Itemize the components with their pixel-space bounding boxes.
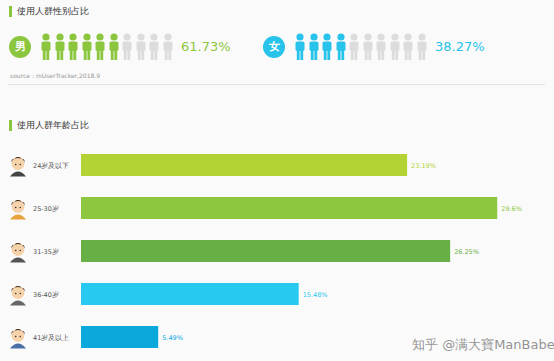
svg-text:23.19%: 23.19% bbox=[411, 162, 436, 170]
svg-text:5.49%: 5.49% bbox=[162, 334, 183, 342]
html-text:61.73%: 61.73% bbox=[181, 39, 231, 54]
svg-text:25-30岁: 25-30岁 bbox=[33, 205, 59, 213]
html-text:source：mUserTracker,2018.9: source：mUserTracker,2018.9 bbox=[10, 72, 100, 79]
svg-text:36-40岁: 36-40岁 bbox=[33, 291, 59, 299]
svg-text:31-35岁: 31-35岁 bbox=[33, 248, 59, 256]
svg-text:24岁及以下: 24岁及以下 bbox=[33, 162, 69, 170]
svg-text:26.25%: 26.25% bbox=[454, 248, 479, 256]
svg-text:29.6%: 29.6% bbox=[501, 205, 522, 213]
svg-text:15.48%: 15.48% bbox=[303, 291, 328, 299]
html-text:38.27%: 38.27% bbox=[435, 39, 485, 54]
html-text:使用人群年龄占比: 使用人群年龄占比 bbox=[17, 120, 89, 130]
svg-text:41岁及以上: 41岁及以上 bbox=[33, 334, 69, 342]
html-text:知乎 @满大寶ManBabe: 知乎 @满大寶ManBabe bbox=[412, 337, 554, 352]
html-text:女: 女 bbox=[268, 40, 280, 53]
html-text:使用人群性别占比: 使用人群性别占比 bbox=[17, 6, 89, 16]
html-text:男: 男 bbox=[14, 40, 26, 53]
